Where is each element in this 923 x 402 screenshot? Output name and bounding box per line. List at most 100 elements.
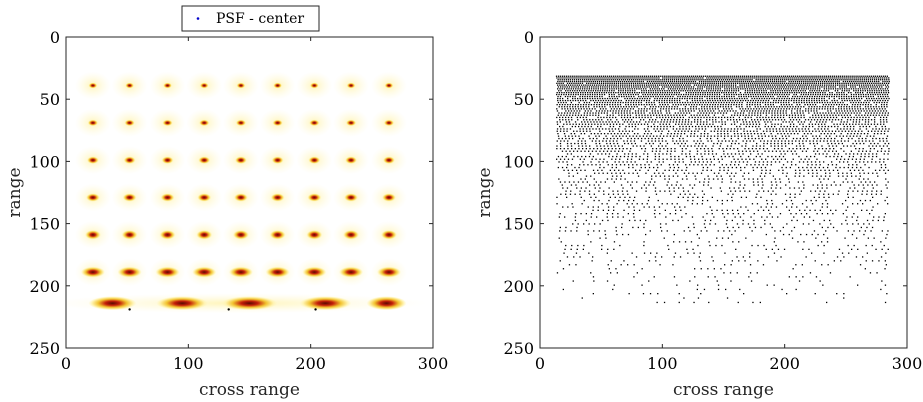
psf-spot: [124, 119, 135, 127]
sample-point: [591, 97, 594, 100]
sample-point: [859, 158, 861, 160]
sample-point: [730, 172, 733, 174]
sample-point: [672, 121, 674, 123]
sample-point: [623, 199, 625, 202]
sample-point: [796, 110, 798, 112]
sample-point: [684, 130, 686, 132]
sample-point: [655, 148, 658, 150]
sample-point: [621, 114, 623, 116]
sample-point: [853, 79, 855, 81]
sample-point: [633, 79, 635, 81]
sample-point: [584, 92, 586, 94]
sample-point: [822, 104, 825, 106]
sample-point: [867, 95, 870, 98]
sample-point: [603, 137, 605, 140]
sample-point: [781, 86, 783, 88]
sample-point: [859, 135, 861, 137]
sample-point: [563, 148, 565, 150]
sample-point: [681, 88, 683, 90]
sample-point: [567, 108, 569, 110]
sample-point: [663, 106, 665, 108]
sample-point: [876, 112, 878, 114]
sample-point: [668, 178, 670, 180]
sample-point: [694, 75, 697, 77]
sample-point: [584, 125, 586, 128]
sample-point: [816, 88, 819, 90]
sample-point: [803, 82, 805, 84]
sample-point: [562, 101, 565, 104]
sample-point: [584, 121, 586, 123]
sample-point: [669, 166, 671, 169]
sample-point: [661, 75, 663, 77]
sample-point: [600, 79, 602, 81]
sample-point: [683, 133, 686, 135]
sample-point: [590, 79, 592, 81]
sample-point: [853, 95, 855, 98]
sample-point: [779, 86, 781, 88]
sample-point: [679, 108, 681, 110]
sample-point: [745, 142, 747, 145]
sample-point: [606, 172, 609, 174]
sample-point: [629, 110, 631, 112]
sample-point: [819, 121, 821, 123]
sample-point: [780, 79, 782, 81]
sample-point: [792, 79, 794, 81]
sample-point: [622, 84, 624, 86]
sample-point: [586, 130, 588, 132]
sample-point: [714, 106, 716, 108]
sample-point: [874, 77, 876, 79]
sample-point: [772, 175, 774, 177]
sample-point: [879, 119, 882, 121]
sample-point: [687, 93, 690, 96]
sample-point: [556, 77, 558, 79]
sample-point: [649, 119, 651, 121]
sample-point: [680, 93, 682, 96]
sample-point: [658, 88, 660, 90]
sample-point: [798, 130, 801, 132]
sample-point: [778, 155, 781, 158]
sample-point: [849, 187, 851, 189]
sample-point: [685, 119, 687, 121]
sample-point: [714, 77, 716, 79]
sample-point: [703, 181, 705, 183]
sample-point: [855, 114, 857, 116]
sample-point: [865, 95, 867, 98]
sample-point: [557, 155, 560, 158]
sample-point: [846, 93, 848, 96]
sample-point: [782, 80, 784, 83]
sample-point: [805, 92, 807, 94]
sample-point: [643, 84, 646, 86]
sample-point: [626, 116, 629, 119]
sample-point: [677, 169, 679, 171]
sample-point: [664, 97, 666, 100]
sample-point: [859, 172, 861, 174]
sample-point: [880, 130, 883, 132]
sample-point: [621, 95, 623, 98]
sample-point: [866, 88, 868, 90]
sample-point: [813, 97, 815, 100]
sample-point: [676, 128, 678, 130]
sample-point: [757, 135, 760, 137]
sample-point: [836, 158, 838, 160]
sample-point: [837, 79, 839, 81]
sample-point: [713, 82, 715, 84]
sample-point: [683, 190, 685, 192]
sample-point: [583, 114, 585, 116]
sample-point: [720, 142, 722, 145]
sample-point: [695, 142, 697, 145]
sample-point: [874, 181, 876, 183]
sample-point: [682, 187, 684, 189]
sample-point: [564, 86, 566, 88]
sample-point: [673, 75, 675, 77]
sample-point: [696, 150, 699, 152]
sample-point: [844, 116, 846, 119]
sample-point: [829, 172, 831, 174]
sample-point: [599, 130, 601, 132]
sample-point: [760, 106, 762, 108]
sample-point: [882, 145, 885, 147]
sample-point: [746, 110, 748, 112]
sample-point: [622, 86, 624, 88]
sample-point: [636, 106, 638, 108]
sample-point: [884, 77, 886, 79]
sample-point: [754, 77, 756, 79]
